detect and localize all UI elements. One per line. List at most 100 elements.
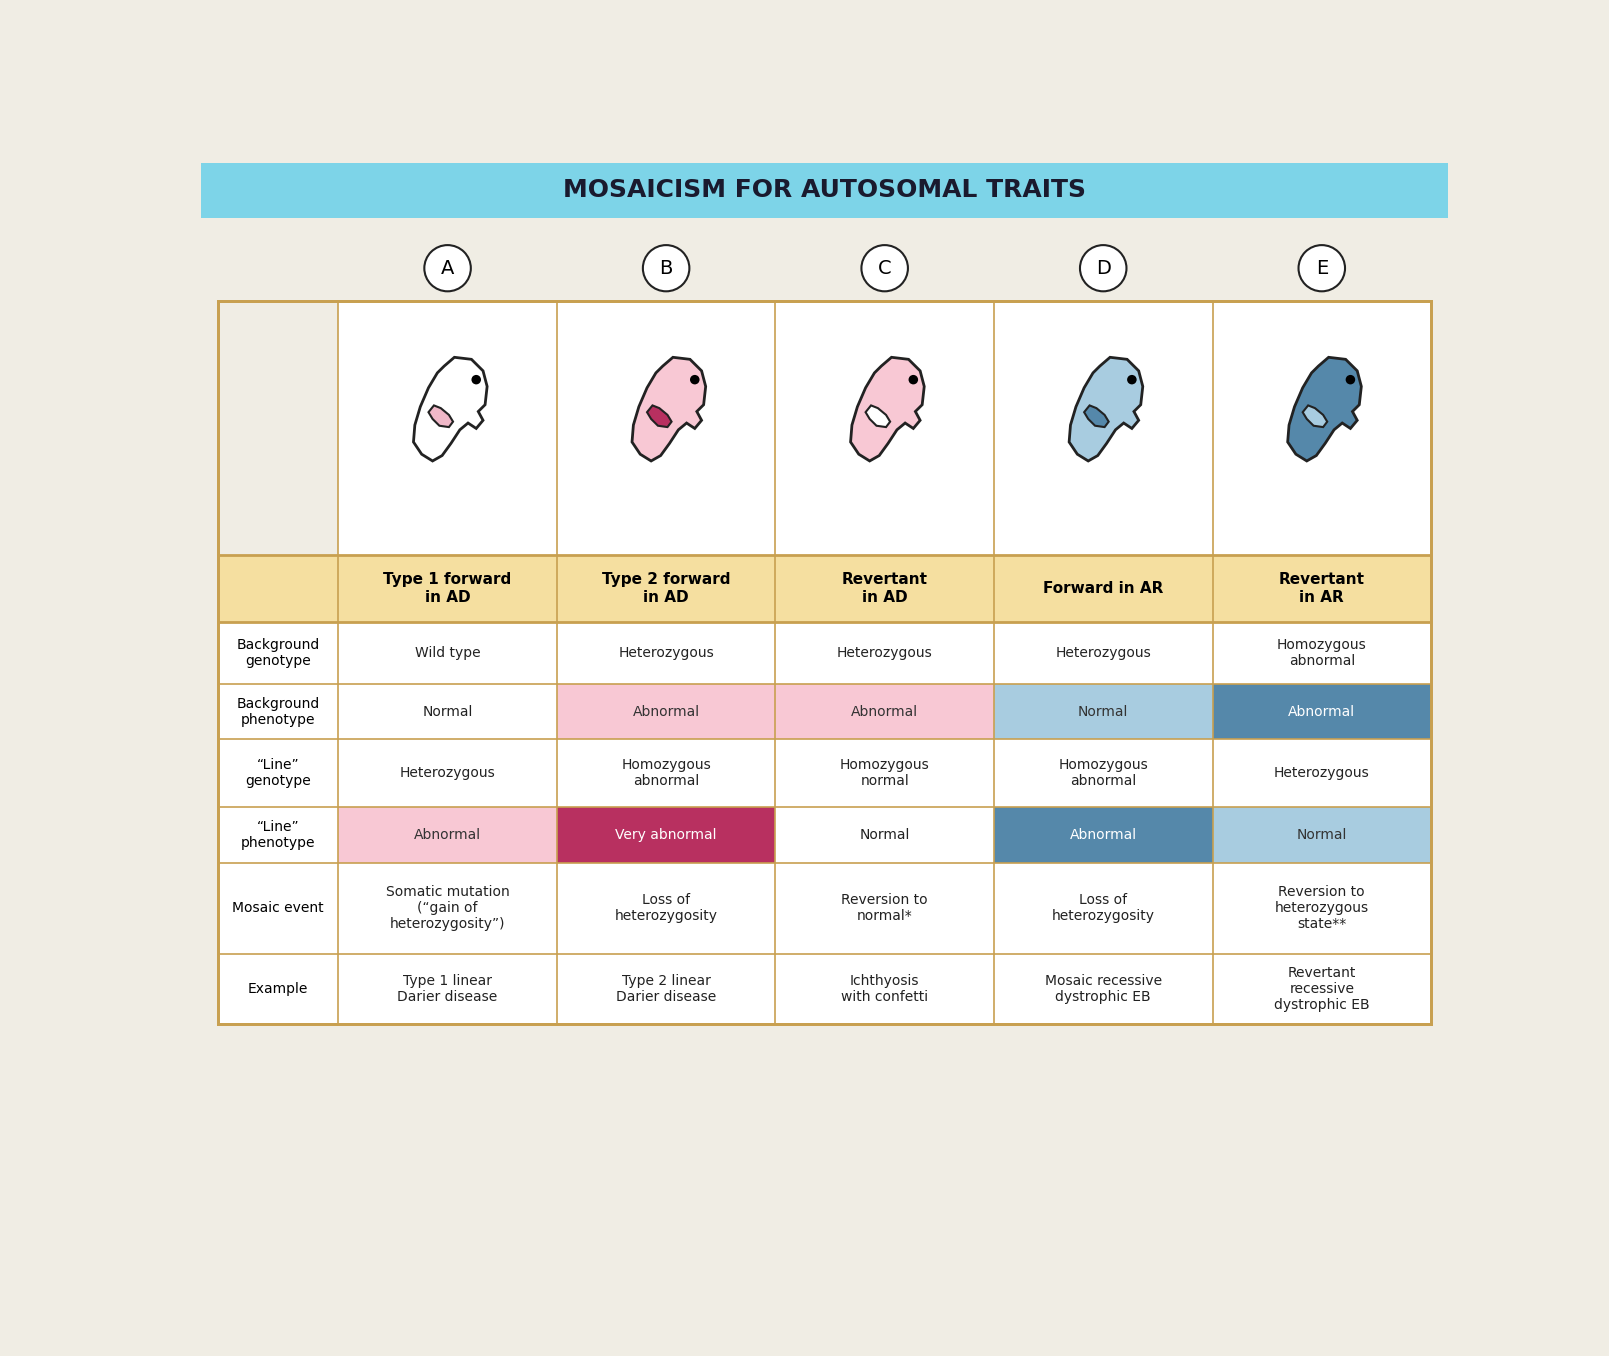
Text: Loss of
heterozygosity: Loss of heterozygosity: [615, 894, 718, 923]
Text: Revertant
in AD: Revertant in AD: [842, 572, 928, 605]
Circle shape: [471, 374, 481, 384]
Polygon shape: [866, 405, 890, 427]
Circle shape: [1345, 374, 1355, 384]
Text: Homozygous
abnormal: Homozygous abnormal: [621, 758, 711, 788]
FancyBboxPatch shape: [557, 683, 776, 739]
FancyBboxPatch shape: [776, 301, 994, 555]
FancyBboxPatch shape: [776, 807, 994, 862]
Text: Somatic mutation
(“gain of
heterozygosity”): Somatic mutation (“gain of heterozygosit…: [386, 885, 510, 932]
FancyBboxPatch shape: [219, 862, 338, 953]
FancyBboxPatch shape: [994, 301, 1213, 555]
Text: Heterozygous: Heterozygous: [618, 647, 714, 660]
Text: D: D: [1096, 259, 1110, 278]
FancyBboxPatch shape: [994, 622, 1213, 683]
Text: Heterozygous: Heterozygous: [837, 647, 933, 660]
Text: E: E: [1316, 259, 1327, 278]
FancyBboxPatch shape: [338, 862, 557, 953]
Polygon shape: [1084, 405, 1109, 427]
FancyBboxPatch shape: [994, 953, 1213, 1024]
Text: Abnormal: Abnormal: [1070, 829, 1138, 842]
Text: Normal: Normal: [423, 705, 473, 719]
Text: Type 2 forward
in AD: Type 2 forward in AD: [602, 572, 730, 605]
FancyBboxPatch shape: [219, 739, 338, 807]
FancyBboxPatch shape: [219, 555, 1430, 622]
Text: Heterozygous: Heterozygous: [399, 766, 496, 780]
Polygon shape: [414, 357, 488, 461]
Text: Ichthyosis
with confetti: Ichthyosis with confetti: [842, 974, 928, 1003]
Text: Abnormal: Abnormal: [851, 705, 919, 719]
FancyBboxPatch shape: [1213, 807, 1430, 862]
Text: Background
phenotype: Background phenotype: [237, 697, 320, 727]
Text: Normal: Normal: [859, 829, 909, 842]
FancyBboxPatch shape: [557, 862, 776, 953]
Text: Abnormal: Abnormal: [414, 829, 481, 842]
FancyBboxPatch shape: [994, 807, 1213, 862]
Polygon shape: [1287, 357, 1361, 461]
FancyBboxPatch shape: [338, 807, 557, 862]
FancyBboxPatch shape: [338, 953, 557, 1024]
Text: Type 1 forward
in AD: Type 1 forward in AD: [383, 572, 512, 605]
FancyBboxPatch shape: [557, 622, 776, 683]
Polygon shape: [632, 357, 706, 461]
FancyBboxPatch shape: [557, 739, 776, 807]
Text: Example: Example: [248, 982, 309, 995]
Text: “Line”
phenotype: “Line” phenotype: [241, 820, 315, 850]
FancyBboxPatch shape: [338, 683, 557, 739]
FancyBboxPatch shape: [994, 683, 1213, 739]
FancyBboxPatch shape: [557, 953, 776, 1024]
Text: B: B: [660, 259, 673, 278]
Text: C: C: [879, 259, 891, 278]
Text: Mosaic recessive
dystrophic EB: Mosaic recessive dystrophic EB: [1044, 974, 1162, 1003]
Text: Very abnormal: Very abnormal: [615, 829, 718, 842]
Text: Normal: Normal: [1078, 705, 1128, 719]
Text: Abnormal: Abnormal: [632, 705, 700, 719]
Text: A: A: [441, 259, 454, 278]
FancyBboxPatch shape: [994, 739, 1213, 807]
FancyBboxPatch shape: [219, 622, 338, 683]
Text: Homozygous
normal: Homozygous normal: [840, 758, 930, 788]
Polygon shape: [851, 357, 924, 461]
FancyBboxPatch shape: [776, 739, 994, 807]
Text: Wild type: Wild type: [415, 647, 481, 660]
FancyBboxPatch shape: [338, 622, 557, 683]
Circle shape: [861, 245, 907, 292]
Text: “Line”
genotype: “Line” genotype: [245, 758, 311, 788]
FancyBboxPatch shape: [338, 739, 557, 807]
FancyBboxPatch shape: [776, 622, 994, 683]
FancyBboxPatch shape: [776, 953, 994, 1024]
Circle shape: [644, 245, 689, 292]
FancyBboxPatch shape: [994, 862, 1213, 953]
Polygon shape: [1303, 405, 1327, 427]
FancyBboxPatch shape: [201, 163, 1448, 218]
Text: Reversion to
normal*: Reversion to normal*: [842, 894, 928, 923]
Text: Heterozygous: Heterozygous: [1274, 766, 1369, 780]
Text: Revertant
in AR: Revertant in AR: [1279, 572, 1364, 605]
Polygon shape: [1068, 357, 1142, 461]
Text: Abnormal: Abnormal: [1289, 705, 1355, 719]
Text: Homozygous
abnormal: Homozygous abnormal: [1059, 758, 1149, 788]
Text: Revertant
recessive
dystrophic EB: Revertant recessive dystrophic EB: [1274, 965, 1369, 1012]
FancyBboxPatch shape: [338, 301, 557, 555]
FancyBboxPatch shape: [1213, 862, 1430, 953]
Polygon shape: [428, 405, 454, 427]
FancyBboxPatch shape: [1213, 739, 1430, 807]
FancyBboxPatch shape: [1213, 301, 1430, 555]
Text: Heterozygous: Heterozygous: [1056, 647, 1150, 660]
FancyBboxPatch shape: [776, 683, 994, 739]
Text: Type 1 linear
Darier disease: Type 1 linear Darier disease: [397, 974, 497, 1003]
FancyBboxPatch shape: [219, 807, 338, 862]
Circle shape: [1080, 245, 1126, 292]
Circle shape: [425, 245, 471, 292]
Text: Normal: Normal: [1297, 829, 1347, 842]
Text: Type 2 linear
Darier disease: Type 2 linear Darier disease: [616, 974, 716, 1003]
Text: Forward in AR: Forward in AR: [1043, 580, 1163, 597]
Circle shape: [1126, 374, 1136, 384]
FancyBboxPatch shape: [557, 301, 776, 555]
FancyBboxPatch shape: [219, 683, 338, 739]
Text: Reversion to
heterozygous
state**: Reversion to heterozygous state**: [1274, 885, 1369, 932]
Text: Background
genotype: Background genotype: [237, 639, 320, 669]
FancyBboxPatch shape: [557, 807, 776, 862]
FancyBboxPatch shape: [1213, 683, 1430, 739]
Text: Mosaic event: Mosaic event: [232, 902, 323, 915]
FancyBboxPatch shape: [1213, 622, 1430, 683]
